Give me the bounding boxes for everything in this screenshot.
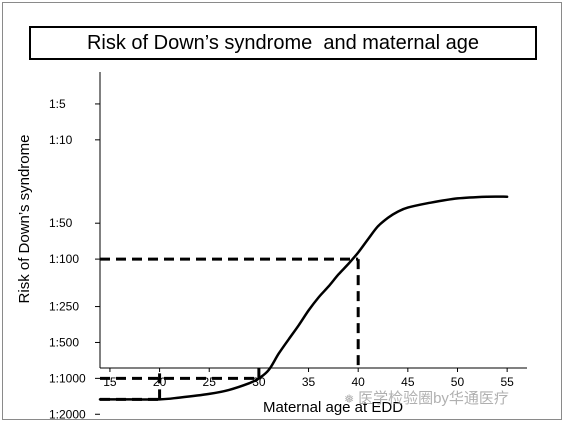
y-tick-label: 1:2000: [49, 407, 86, 421]
reference-lines: [100, 257, 360, 401]
x-tick-label: 50: [451, 375, 465, 389]
y-tick-label: 1:50: [49, 216, 73, 230]
watermark-text: 医学检验圈by华通医疗: [358, 390, 509, 407]
x-tick-label: 45: [401, 375, 415, 389]
x-tick-label: 35: [302, 375, 316, 389]
risk-curve: [98, 195, 509, 401]
y-axis-label: Risk of Down’s syndrome: [16, 135, 33, 304]
axes: 1:51:101:501:1001:2501:5001:10001:200015…: [49, 72, 527, 421]
y-tick-label: 1:250: [49, 300, 79, 314]
x-tick-label: 30: [252, 375, 266, 389]
y-tick-label: 1:10: [49, 133, 73, 147]
x-axis-label: Maternal age at EDD: [263, 399, 403, 416]
x-tick-label: 40: [352, 375, 366, 389]
x-tick-label: 55: [500, 375, 514, 389]
series-layer: [98, 195, 509, 401]
y-tick-label: 1:100: [49, 252, 79, 266]
y-tick-label: 1:5: [49, 97, 66, 111]
wechat-icon: ❅: [344, 392, 355, 406]
watermark: ❅ 医学检验圈by华通医疗: [344, 387, 509, 408]
y-tick-label: 1:1000: [49, 371, 86, 385]
chart-title: Risk of Down’s syndrome and maternal age: [29, 26, 537, 60]
y-tick-label: 1:500: [49, 335, 79, 349]
